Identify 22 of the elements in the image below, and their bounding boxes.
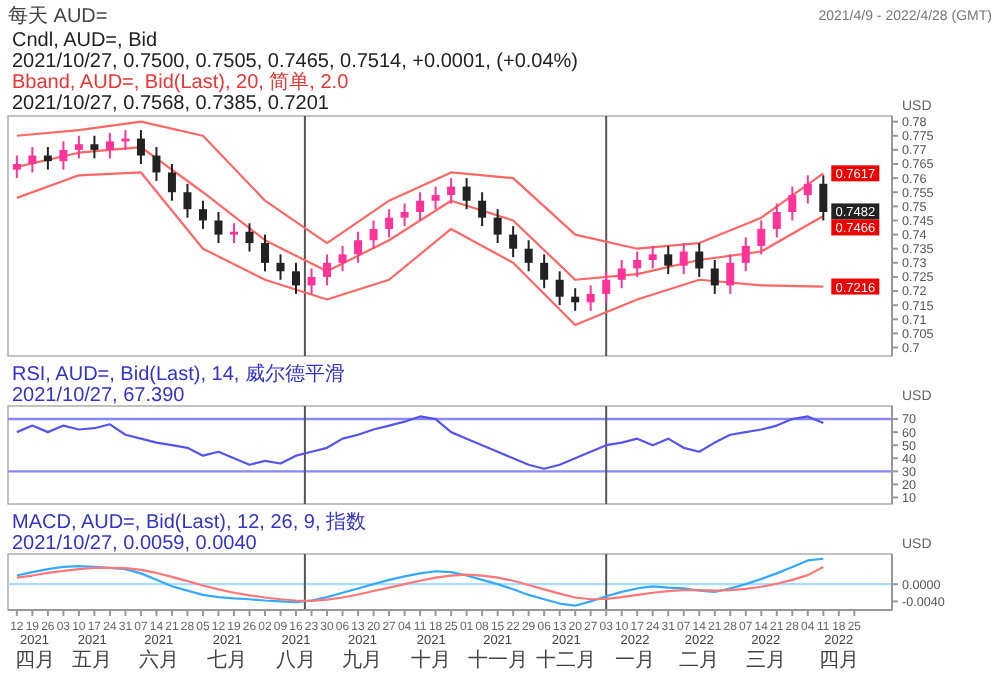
annotation: 2021/10/27, 0.0059, 0.0040	[12, 533, 258, 555]
text: 2021/10/27, 0.7568, 0.7385, 0.7201	[12, 93, 330, 115]
x2-tick-label: 2021 九月	[342, 634, 383, 672]
text: MACD, AUD=, Bid(Last), 12, 26, 9, 指数	[12, 510, 367, 534]
x2-tick-label: 2022 三月	[745, 634, 786, 672]
x2-tick-label: 2021 八月	[276, 634, 317, 672]
x2-tick-label: 2022 四月	[818, 634, 859, 672]
x2-tick-label: 2021 十一月	[467, 634, 528, 672]
x2-tick-label: 2021 七月	[207, 634, 248, 672]
x2-tick-label: 2021 四月	[14, 634, 55, 672]
x2-tick-label: 2022 一月	[615, 634, 655, 672]
x2-tick-label: 2021 十月	[411, 634, 452, 672]
x2-tick-label: 2021 五月	[72, 634, 113, 672]
annotation: 2021/10/27, 67.390	[12, 385, 186, 407]
text: Bband, AUD=, Bid(Last), 20, 简单, 2.0	[12, 70, 350, 94]
x2-tick-label: 2021 六月	[138, 634, 179, 672]
text: Cndl, AUD=, Bid	[12, 30, 158, 52]
text: 2021/10/27, 0.7500, 0.7505, 0.7465, 0.7514, +0.0001, (+0.04%)	[12, 51, 579, 73]
x2-tick-label: 2022 二月	[679, 634, 720, 672]
chart-title: 每天 AUD=	[8, 4, 108, 28]
x2-tick-label: 2021 十二月	[536, 634, 597, 672]
text: RSI, AUD=, Bid(Last), 14, 威尔德平滑	[12, 362, 345, 386]
